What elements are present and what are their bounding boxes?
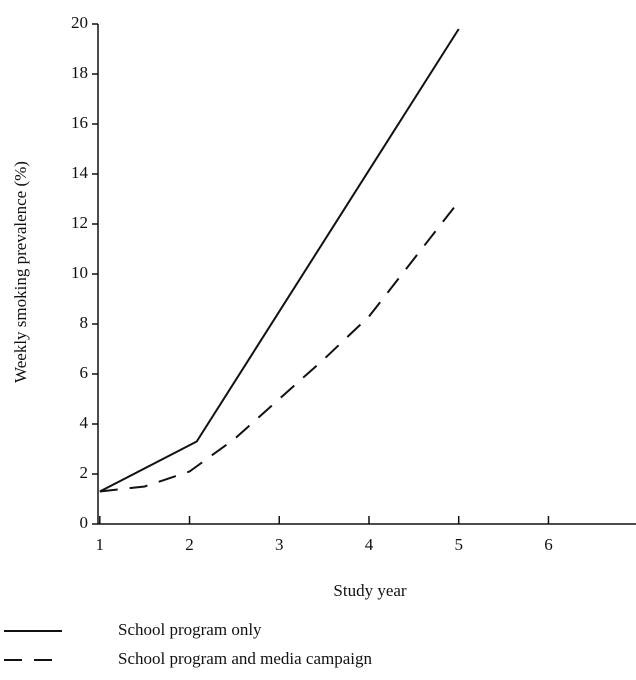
y-tick-label: 6 [80, 363, 89, 382]
x-axis-label: Study year [333, 581, 407, 600]
y-axis-label: Weekly smoking prevalence (%) [11, 161, 30, 383]
y-tick-label: 8 [80, 313, 89, 332]
legend-label: School program and media campaign [118, 649, 372, 668]
y-tick-label: 18 [71, 63, 88, 82]
y-tick-label: 16 [71, 113, 88, 132]
x-tick-label: 1 [96, 535, 105, 554]
y-tick-label: 2 [80, 463, 89, 482]
y-tick-label: 14 [71, 163, 89, 182]
x-tick-label: 2 [185, 535, 194, 554]
series-line [99, 28, 460, 493]
y-tick-label: 20 [71, 13, 88, 32]
x-tick-label: 4 [365, 535, 374, 554]
y-tick-label: 0 [80, 513, 89, 532]
y-tick-label: 12 [71, 213, 88, 232]
x-tick-label: 6 [544, 535, 553, 554]
x-tick-label: 5 [454, 535, 463, 554]
y-tick-label: 4 [80, 413, 89, 432]
series-line [99, 200, 460, 493]
legend-label: School program only [118, 620, 262, 639]
y-tick-label: 10 [71, 263, 88, 282]
x-tick-label: 3 [275, 535, 284, 554]
